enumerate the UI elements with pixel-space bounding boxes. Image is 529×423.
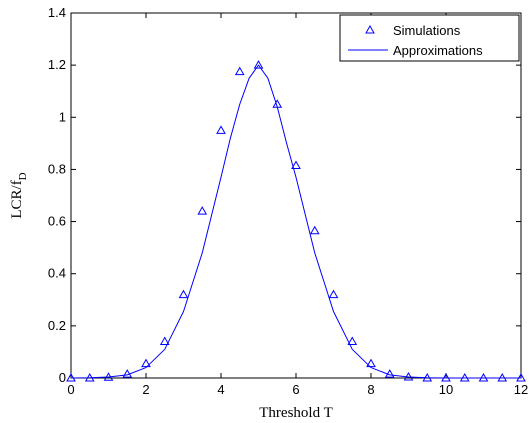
x-axis-title: Threshold T — [259, 405, 332, 421]
legend-simulations-marker — [365, 24, 375, 34]
x-tick-label: 8 — [367, 382, 374, 397]
simulation-point — [441, 372, 451, 382]
simulation-point — [384, 369, 395, 378]
legend-items: Simulations Approximations — [348, 23, 483, 58]
x-tick-label: 6 — [292, 382, 299, 397]
x-tick-label: 0 — [67, 382, 74, 397]
simulation-point — [422, 372, 433, 382]
simulation-point — [216, 125, 226, 134]
y-tick-label: 0.4 — [48, 266, 66, 281]
simulation-point — [234, 66, 245, 76]
simulation-point — [347, 336, 358, 345]
y-tick-label: 1.2 — [48, 57, 66, 72]
simulation-point — [328, 289, 339, 299]
simulation-point — [516, 372, 526, 382]
simulation-point — [478, 372, 489, 382]
simulation-point — [459, 372, 470, 382]
simulation-point — [497, 372, 508, 382]
legend: Simulations Approximations — [339, 14, 520, 62]
simulation-point — [122, 369, 133, 378]
simulation-point — [159, 336, 170, 345]
simulation-point — [366, 358, 376, 368]
legend-simulations-label: Simulations — [393, 23, 461, 38]
simulation-point — [253, 60, 264, 69]
series-layer — [66, 60, 526, 382]
simulation-point — [66, 372, 76, 382]
simulation-point — [84, 372, 95, 382]
simulation-point — [403, 371, 414, 381]
x-tick-label: 4 — [217, 382, 224, 397]
y-tick-label: 0.6 — [48, 214, 66, 229]
simulation-point — [103, 372, 114, 381]
y-axis-title-main: LCR/f — [9, 180, 25, 218]
y-axis-title: LCR/fD — [9, 172, 29, 218]
tick-labels: 0 2 4 6 8 10 12 0 0.2 0.4 0.6 0.8 1 1.2 1.4 — [48, 5, 528, 397]
x-tick-label: 10 — [439, 382, 453, 397]
simulation-point — [291, 160, 301, 170]
simulation-point — [272, 99, 283, 108]
simulation-point — [141, 358, 151, 368]
y-tick-label: 0.8 — [48, 161, 66, 176]
legend-approximations-label: Approximations — [393, 43, 483, 58]
simulation-point — [309, 225, 320, 235]
y-tick-label: 0.2 — [48, 318, 66, 333]
y-axis-title-subscript: D — [17, 172, 29, 180]
y-tick-label: 1.4 — [48, 5, 66, 20]
legend-box — [339, 14, 520, 62]
x-tick-label: 12 — [514, 382, 528, 397]
simulation-point — [197, 206, 208, 215]
y-tick-label: 0 — [59, 370, 66, 385]
plot-area — [70, 12, 522, 379]
simulation-point — [178, 289, 189, 299]
y-tick-label: 1 — [59, 109, 66, 124]
x-tick-label: 2 — [142, 382, 149, 397]
